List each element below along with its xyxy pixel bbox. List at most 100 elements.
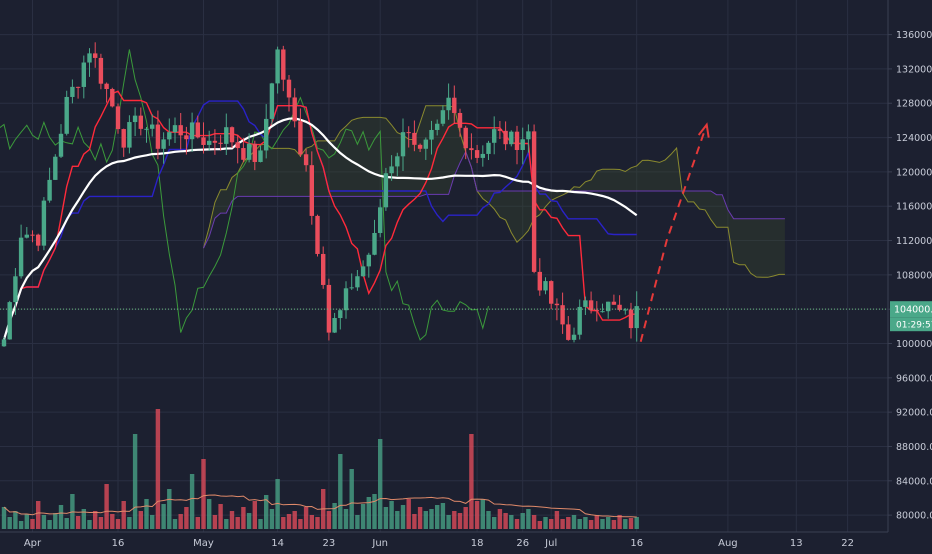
time-tick-label: 23 <box>323 538 336 549</box>
time-tick-label: Apr <box>24 538 42 549</box>
volume-bar <box>246 513 252 529</box>
volume-bar <box>326 511 332 529</box>
candle-body <box>235 142 240 149</box>
volume-ma-line <box>3 494 637 518</box>
candle-body <box>207 140 212 145</box>
chikou-span <box>0 49 489 341</box>
volume-bar <box>81 509 86 529</box>
candle-body <box>138 115 143 129</box>
volume-bar <box>229 511 235 529</box>
candle-body <box>212 140 218 143</box>
volume-bar <box>389 501 394 529</box>
candle-body <box>121 129 126 148</box>
candle-body <box>606 301 611 312</box>
candle-body <box>634 306 639 329</box>
price-tick-label: 96000.0 <box>896 373 932 384</box>
candle-body <box>531 131 537 272</box>
volume-bar <box>167 489 172 529</box>
candle-body <box>298 121 303 155</box>
candle-body <box>1 339 7 347</box>
candle-body <box>292 97 297 122</box>
candle-body <box>566 324 571 340</box>
volume-bar <box>611 520 617 529</box>
volume-bar <box>600 519 605 529</box>
candle-body <box>64 96 69 134</box>
candle-body <box>412 132 417 145</box>
volume-bar <box>18 521 24 529</box>
candle-body <box>167 132 172 140</box>
candle-body <box>269 83 275 119</box>
volume-bar <box>497 509 503 529</box>
candle-body <box>600 311 605 313</box>
volume-bar <box>514 519 520 529</box>
candle-body <box>463 127 468 149</box>
time-tick-label: May <box>193 538 214 549</box>
candle-body <box>241 148 246 160</box>
candle-body <box>457 112 463 128</box>
candle-body <box>229 127 235 143</box>
volume-bar <box>150 515 155 529</box>
volume-bar <box>360 504 366 529</box>
candle-body <box>201 137 206 145</box>
candle-body <box>543 281 548 291</box>
candle-body <box>87 53 92 63</box>
volume-bar <box>543 517 548 529</box>
volume-bar <box>583 517 588 529</box>
candle-body <box>70 86 75 97</box>
volume-bar <box>480 499 485 529</box>
price-tick-label: 84000.0 <box>896 476 932 487</box>
last-price-label: 104000.0 <box>894 305 932 316</box>
candle-body <box>98 57 104 84</box>
volume-bar <box>338 454 343 529</box>
candle-body <box>144 128 149 130</box>
time-tick-label: Jun <box>371 538 388 549</box>
price-tick-label: 100000.0 <box>896 339 932 350</box>
indicator-lines <box>0 49 638 341</box>
volume-bar <box>606 517 611 529</box>
tenkan-line <box>3 90 637 340</box>
volume-bar <box>207 499 212 529</box>
candle-body <box>503 130 508 145</box>
time-tick-label: Jul <box>544 538 557 549</box>
candle-body <box>75 86 81 88</box>
candle-body <box>104 83 109 90</box>
candles <box>0 42 888 347</box>
candle-body <box>588 300 594 311</box>
candle-body <box>417 144 423 149</box>
volume-bar <box>383 507 389 529</box>
candle-body <box>332 318 337 333</box>
candle-body <box>366 254 371 267</box>
candle-body <box>264 118 269 151</box>
volume-bar <box>281 517 286 529</box>
candle-body <box>623 309 628 311</box>
volume-bar <box>309 515 314 529</box>
candle-body <box>110 89 115 107</box>
candle-body <box>480 153 485 158</box>
candle-body <box>326 284 332 333</box>
candle-body <box>549 281 554 304</box>
price-tick-label: 132000.0 <box>896 64 932 75</box>
candle-body <box>178 125 183 136</box>
volume-bar <box>64 518 69 529</box>
candle-body <box>189 122 195 140</box>
volume-bar <box>47 520 52 529</box>
volume-bar <box>366 497 371 529</box>
candle-body <box>338 310 343 319</box>
volume-bar <box>520 513 525 529</box>
volume-bar <box>332 503 337 529</box>
candle-body <box>423 139 428 149</box>
volume-bar <box>252 501 257 529</box>
candle-body <box>115 106 121 130</box>
candle-body <box>577 306 582 335</box>
volume-bar <box>457 513 463 529</box>
candle-body <box>628 309 634 329</box>
candle-body <box>594 310 599 312</box>
volume-bar <box>560 519 565 529</box>
volume-bar <box>24 514 29 529</box>
candle-body <box>161 139 166 149</box>
candle-body <box>583 300 588 307</box>
countdown-label: 01:29:57 <box>896 321 932 331</box>
volume-bar <box>303 507 309 529</box>
candle-body <box>224 127 229 144</box>
